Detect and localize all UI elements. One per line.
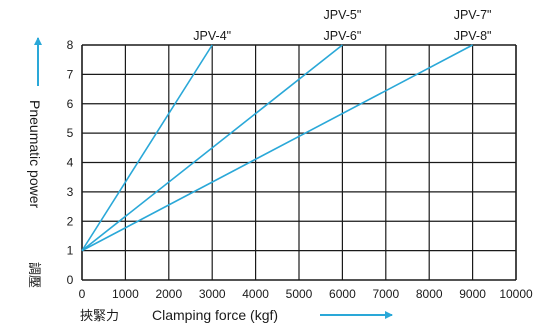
series-line — [81, 44, 343, 252]
grid — [81, 44, 517, 281]
y-axis-title: Pneumatic power — [27, 100, 43, 209]
x-tick-label: 5000 — [286, 287, 313, 301]
y-tick-label: 7 — [67, 67, 74, 81]
y-tick-label: 6 — [67, 97, 74, 111]
y-tick-label: 3 — [67, 185, 74, 199]
x-tick-label: 9000 — [459, 287, 486, 301]
x-tick-label: 1000 — [112, 287, 139, 301]
series-label: JPV-8" — [454, 29, 492, 43]
series-line — [81, 44, 473, 252]
x-axis-title: Clamping force (kgf) — [152, 307, 278, 323]
series-label: JPV-5" — [324, 8, 362, 22]
series-labels: JPV-4" JPV-5" JPV-6" JPV-7" JPV-8" — [193, 8, 491, 43]
x-tick-label: 4000 — [242, 287, 269, 301]
series-lines — [81, 44, 473, 252]
x-axis-title-cjk: 挾緊力 — [80, 309, 119, 324]
x-tick-label: 10000 — [499, 287, 533, 301]
x-axis-ticks: 0 1000 2000 3000 4000 5000 6000 7000 8000 9000 100… — [79, 287, 533, 301]
y-axis-ticks: 0 1 2 3 4 5 6 7 8 — [67, 38, 74, 287]
y-tick-label: 5 — [67, 126, 74, 140]
series-label: JPV-7" — [454, 8, 492, 22]
y-tick-label: 2 — [67, 214, 74, 228]
y-tick-label: 4 — [67, 156, 74, 170]
y-tick-label: 0 — [67, 273, 74, 287]
series-line — [81, 44, 213, 252]
x-tick-label: 7000 — [372, 287, 399, 301]
y-tick-label: 1 — [67, 244, 74, 258]
y-axis-title-cjk: 調壓 — [26, 262, 41, 288]
series-label: JPV-4" — [193, 29, 231, 43]
y-tick-label: 8 — [67, 38, 74, 52]
series-label: JPV-6" — [324, 29, 362, 43]
x-tick-label: 2000 — [155, 287, 182, 301]
x-tick-label: 6000 — [329, 287, 356, 301]
x-tick-label: 8000 — [416, 287, 443, 301]
x-tick-label: 0 — [79, 287, 86, 301]
x-tick-label: 3000 — [199, 287, 226, 301]
